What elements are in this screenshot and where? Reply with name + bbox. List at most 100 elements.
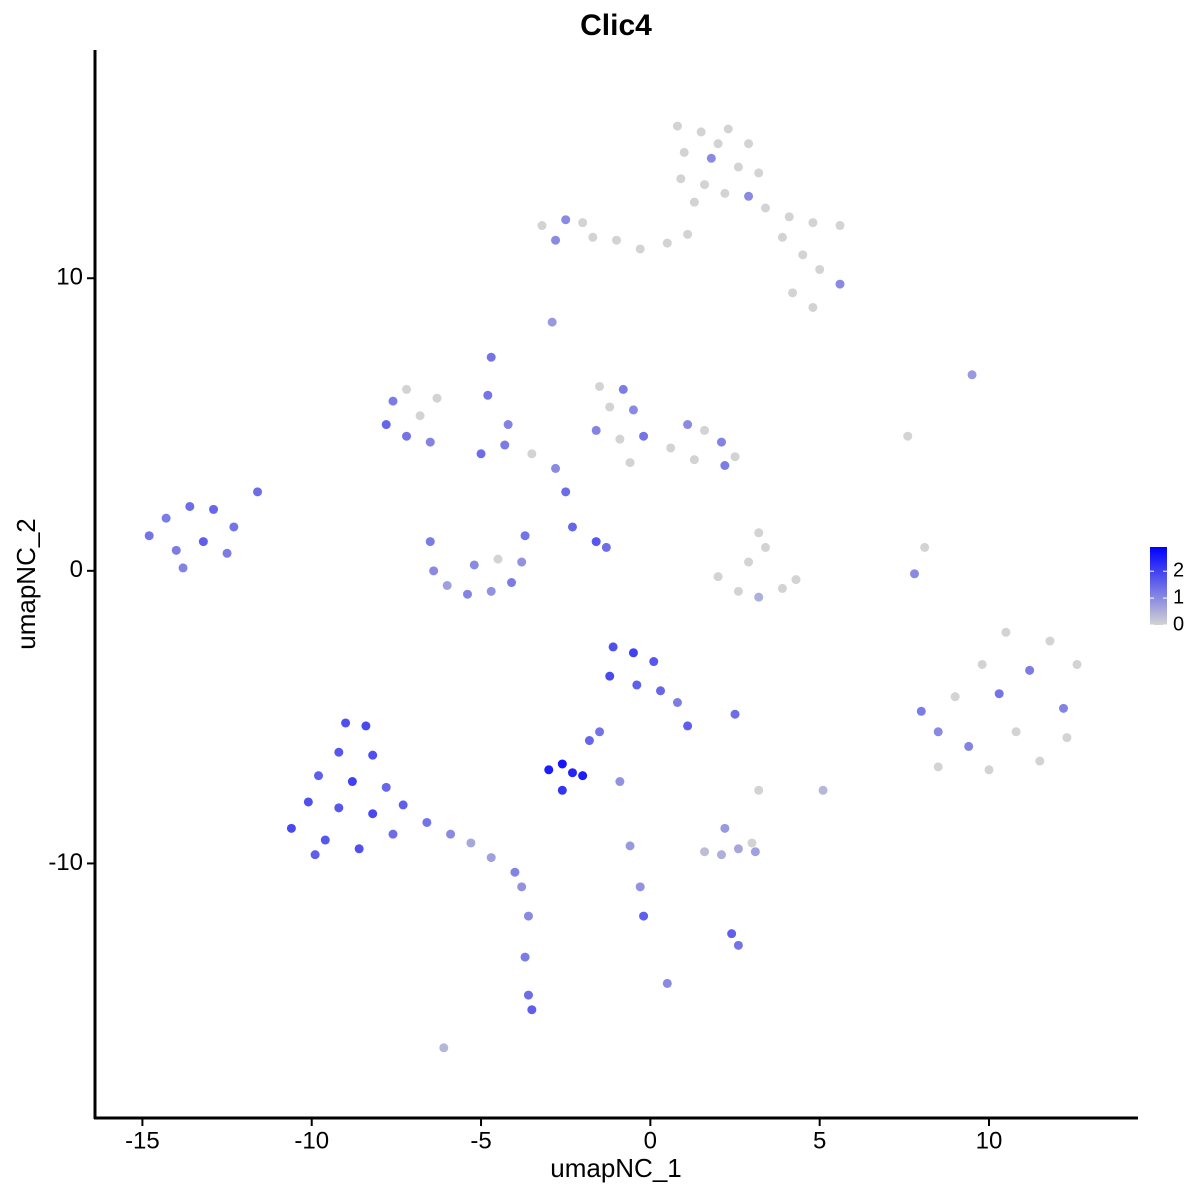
cell-point — [523, 990, 533, 1000]
cell-point — [425, 437, 435, 447]
cell-point — [700, 180, 710, 190]
cell-point — [361, 721, 371, 731]
cell-point — [744, 557, 754, 567]
y-tick-label: 10 — [56, 264, 83, 291]
cell-point — [1059, 703, 1068, 713]
cell-point — [920, 542, 930, 552]
cell-point — [422, 817, 432, 827]
cell-point — [720, 823, 730, 833]
cell-point — [368, 809, 378, 819]
cell-point — [632, 680, 642, 690]
cell-point — [500, 440, 510, 450]
cell-point — [761, 542, 770, 552]
cell-point — [625, 458, 635, 468]
cell-point — [716, 850, 726, 860]
cell-point — [544, 765, 554, 775]
cell-point — [483, 390, 493, 400]
cell-point — [341, 718, 351, 728]
cell-point — [354, 844, 364, 854]
cell-point — [463, 589, 472, 599]
cell-point — [402, 384, 412, 394]
cell-point — [666, 443, 676, 453]
cell-point — [561, 487, 571, 497]
cell-point — [672, 698, 682, 708]
cell-point — [595, 381, 605, 391]
cell-point — [994, 689, 1004, 699]
cell-point — [777, 232, 787, 242]
cell-point — [723, 124, 733, 134]
cell-point — [334, 747, 344, 757]
cell-point — [303, 797, 313, 807]
cell-point — [517, 557, 527, 567]
cell-point — [689, 455, 699, 465]
x-tick-label: -15 — [125, 1127, 160, 1154]
cell-point — [754, 528, 764, 538]
cell-point — [903, 431, 913, 441]
cell-point — [171, 545, 181, 555]
cell-point — [517, 882, 527, 892]
cell-point — [588, 232, 598, 242]
cell-point — [469, 560, 479, 570]
cell-point — [537, 221, 547, 231]
cell-point — [679, 147, 689, 157]
cell-point — [320, 835, 330, 845]
cell-point — [683, 420, 693, 430]
cell-point — [520, 952, 530, 962]
cell-point — [615, 434, 625, 444]
cell-point — [381, 782, 391, 792]
cell-point — [209, 504, 219, 514]
cell-point — [662, 238, 672, 248]
cell-point — [716, 437, 726, 447]
cell-point — [713, 139, 723, 149]
cell-point — [618, 384, 628, 394]
cell-point — [784, 212, 794, 222]
cell-point — [744, 139, 754, 149]
cell-point — [733, 162, 743, 172]
cell-point — [486, 352, 496, 362]
cell-point — [730, 709, 740, 719]
cell-point — [334, 803, 344, 813]
cell-point — [747, 838, 757, 848]
cell-point — [476, 449, 486, 459]
colorbar-tick-label: 0 — [1173, 613, 1184, 635]
cell-point — [815, 264, 825, 274]
cell-point — [835, 279, 845, 289]
cell-point — [520, 531, 530, 541]
cell-point — [984, 765, 994, 775]
cell-point — [977, 659, 987, 669]
cell-point — [733, 940, 743, 950]
cell-point — [178, 563, 188, 573]
cell-point — [523, 911, 533, 921]
cell-point — [347, 777, 357, 787]
cell-point — [388, 829, 398, 839]
cell-point — [656, 686, 666, 696]
cell-point — [222, 548, 232, 558]
cell-point — [662, 978, 672, 988]
cell-point — [791, 575, 801, 585]
cell-point — [754, 168, 764, 178]
cell-point — [605, 402, 615, 412]
cell-point — [808, 218, 818, 228]
cell-point — [639, 431, 649, 441]
cell-point — [967, 370, 977, 380]
cell-point — [1011, 727, 1021, 737]
cell-point — [950, 692, 960, 702]
cell-point — [720, 188, 730, 198]
cell-point — [733, 844, 743, 854]
colorbar-tick-label: 2 — [1173, 559, 1184, 581]
cell-point — [964, 741, 974, 751]
cell-point — [507, 578, 517, 588]
chart-title: Clic4 — [580, 9, 652, 42]
cell-point — [493, 554, 503, 564]
cell-point — [720, 460, 730, 470]
cell-point — [578, 218, 588, 228]
cell-point — [1035, 756, 1045, 766]
cell-point — [700, 847, 710, 857]
x-tick-label: -5 — [470, 1127, 491, 1154]
cell-point — [429, 566, 439, 576]
cell-point — [584, 736, 594, 746]
cell-point — [635, 882, 645, 892]
y-tick-label: -10 — [48, 849, 83, 876]
cell-point — [527, 449, 537, 459]
x-tick-label: 0 — [644, 1127, 657, 1154]
